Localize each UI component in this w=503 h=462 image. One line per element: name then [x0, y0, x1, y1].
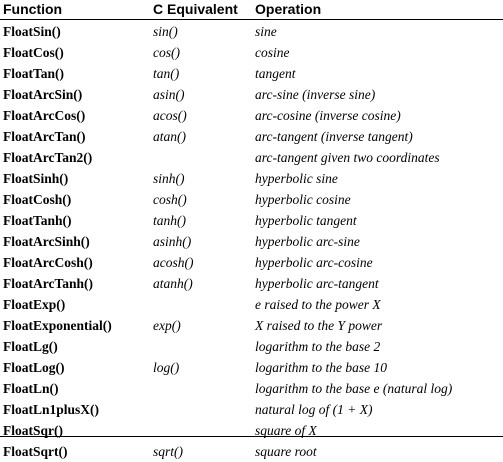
table-header-row: Function C Equivalent Operation	[0, 0, 503, 18]
function-name-cell: FloatArcTan()	[3, 129, 86, 144]
operation-cell: hyperbolic tangent	[255, 213, 357, 228]
operation-cell: hyperbolic sine	[255, 171, 338, 186]
table-row: FloatLn() logarithm to the base e (natura…	[0, 378, 503, 399]
function-name-cell: FloatArcTanh()	[3, 276, 94, 291]
table-row: FloatArcCosh() acosh() hyperbolic arc-cosi…	[0, 252, 503, 273]
operation-cell: hyperbolic cosine	[255, 192, 351, 207]
bottom-rule	[0, 436, 503, 437]
c-equivalent-cell: atan()	[153, 129, 186, 144]
header-operation: Operation	[255, 1, 322, 17]
function-name-cell: FloatSinh()	[3, 171, 69, 186]
table-row: FloatSqr() square of X	[0, 420, 503, 441]
operation-cell: hyperbolic arc-sine	[255, 234, 360, 249]
c-equivalent-cell: tanh()	[153, 213, 186, 228]
function-name-cell: FloatArcTan2()	[3, 150, 93, 165]
operation-cell: square of X	[255, 423, 317, 438]
table-row: FloatExp() e raised to the power X	[0, 294, 503, 315]
table-row: FloatSin() sin() sine	[0, 21, 503, 42]
c-equivalent-cell: cos()	[153, 45, 180, 60]
table-row: FloatArcTan() atan() arc-tangent (inverse …	[0, 126, 503, 147]
function-name-cell: FloatSin()	[3, 24, 61, 39]
function-name-cell: FloatCosh()	[3, 192, 72, 207]
function-name-cell: FloatArcSinh()	[3, 234, 90, 249]
function-name-cell: FloatArcCos()	[3, 108, 86, 123]
c-equivalent-cell: log()	[153, 360, 180, 375]
operation-cell: hyperbolic arc-cosine	[255, 255, 373, 270]
table-row: FloatArcCos() acos() arc-cosine (inverse c…	[0, 105, 503, 126]
operation-cell: square root	[255, 444, 317, 459]
operation-cell: tangent	[255, 66, 296, 81]
table-row: FloatArcTanh() atanh() hyperbolic arc-tang…	[0, 273, 503, 294]
table-row: FloatSqrt() sqrt() square root	[0, 441, 503, 462]
c-equivalent-cell: sinh()	[153, 171, 185, 186]
header-function: Function	[3, 1, 63, 17]
function-name-cell: FloatSqrt()	[3, 444, 68, 459]
operation-cell: logarithm to the base 10	[255, 360, 387, 375]
c-equivalent-cell: asinh()	[153, 234, 192, 249]
function-name-cell: FloatTanh()	[3, 213, 72, 228]
function-name-cell: FloatTan()	[3, 66, 65, 81]
c-equivalent-cell: exp()	[153, 318, 181, 333]
operation-cell: sine	[255, 24, 277, 39]
c-equivalent-cell: asin()	[153, 87, 185, 102]
c-equivalent-cell: cosh()	[153, 192, 187, 207]
operation-cell: logarithm to the base 2	[255, 339, 381, 354]
table-row: FloatArcSinh() asinh() hyperbolic arc-sine	[0, 231, 503, 252]
operation-cell: arc-sine (inverse sine)	[255, 87, 376, 102]
function-name-cell: FloatArcCosh()	[3, 255, 93, 270]
table-row: FloatLg() logarithm to the base 2	[0, 336, 503, 357]
function-name-cell: FloatExp()	[3, 297, 66, 312]
table-row: FloatCos() cos() cosine	[0, 42, 503, 63]
operation-cell: cosine	[255, 45, 290, 60]
header-c-equivalent: C Equivalent	[153, 1, 238, 17]
c-equivalent-cell: tan()	[153, 66, 180, 81]
table-row: FloatLn1plusX() natural log of (1 + X)	[0, 399, 503, 420]
table-row: FloatArcTan2() arc-tangent given two coor…	[0, 147, 503, 168]
table-row: FloatExponential() exp() X raised to the Y…	[0, 315, 503, 336]
operation-cell: e raised to the power X	[255, 297, 381, 312]
function-name-cell: FloatLn1plusX()	[3, 402, 100, 417]
operation-cell: logarithm to the base e (natural log)	[255, 381, 453, 396]
c-equivalent-cell: acosh()	[153, 255, 194, 270]
table-row: FloatLog() log() logarithm to the base 10	[0, 357, 503, 378]
table-row: FloatSinh() sinh() hyperbolic sine	[0, 168, 503, 189]
table-row: FloatTanh() tanh() hyperbolic tangent	[0, 210, 503, 231]
function-name-cell: FloatSqr()	[3, 423, 63, 438]
operation-cell: hyperbolic arc-tangent	[255, 276, 379, 291]
operation-cell: arc-cosine (inverse cosine)	[255, 108, 401, 123]
table-row: FloatTan() tan() tangent	[0, 63, 503, 84]
operation-cell: arc-tangent given two coordinates	[255, 150, 440, 165]
operation-cell: arc-tangent (inverse tangent)	[255, 129, 413, 144]
function-name-cell: FloatLog()	[3, 360, 65, 375]
c-equivalent-cell: sin()	[153, 24, 178, 39]
function-name-cell: FloatLn()	[3, 381, 59, 396]
c-equivalent-cell: acos()	[153, 108, 187, 123]
function-name-cell: FloatLg()	[3, 339, 58, 354]
function-name-cell: FloatExponential()	[3, 318, 112, 333]
c-equivalent-cell: sqrt()	[153, 444, 183, 459]
operation-cell: natural log of (1 + X)	[255, 402, 373, 417]
table-row: FloatArcSin() asin() arc-sine (inverse sin…	[0, 84, 503, 105]
table-row: FloatCosh() cosh() hyperbolic cosine	[0, 189, 503, 210]
table-body: FloatSin() sin() sine FloatCos() cos() cosine…	[0, 21, 503, 462]
header-rule	[0, 19, 503, 20]
c-equivalent-cell: atanh()	[153, 276, 193, 291]
function-name-cell: FloatCos()	[3, 45, 64, 60]
operation-cell: X raised to the Y power	[255, 318, 383, 333]
function-name-cell: FloatArcSin()	[3, 87, 83, 102]
